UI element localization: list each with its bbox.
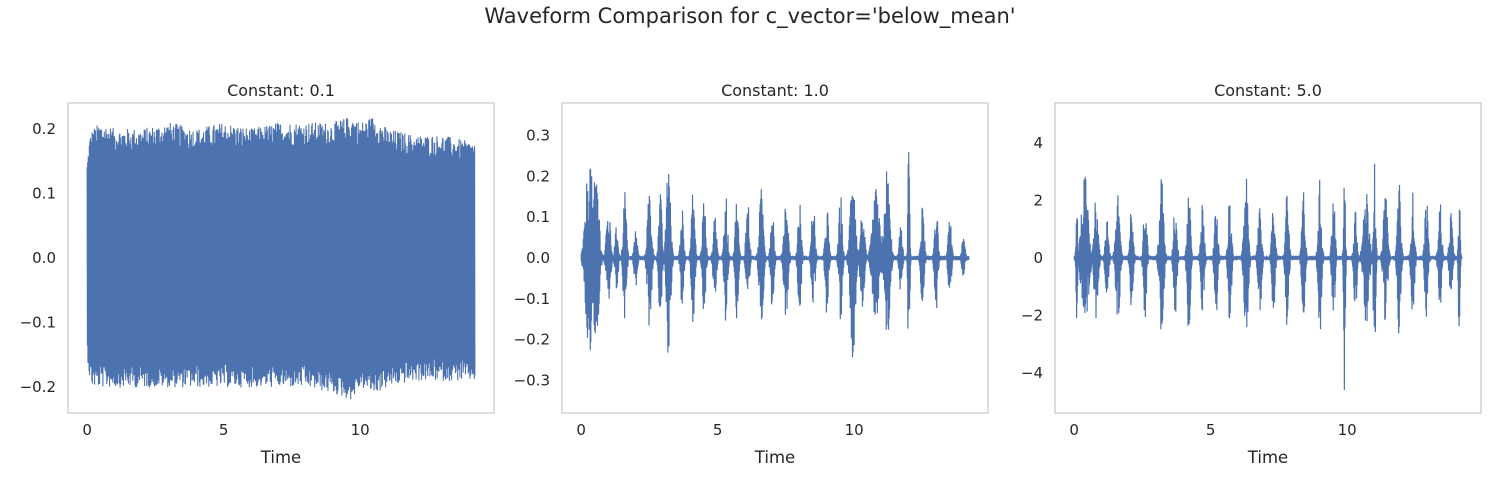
y-tick-label: 0.3 xyxy=(526,127,550,145)
x-tick-label: 0 xyxy=(82,421,92,439)
axes-frame xyxy=(67,102,495,414)
figure-suptitle: Waveform Comparison for c_vector='below_… xyxy=(484,4,1016,28)
subplot-3: Constant: 5.0 0 5 10 −4 −2 0 2 4 Time xyxy=(1021,81,1482,467)
x-axis-label: Time xyxy=(754,448,795,467)
x-tick-label: 10 xyxy=(1338,421,1357,439)
waveform-line xyxy=(1073,163,1463,391)
y-tick-label: 0.2 xyxy=(32,120,56,138)
axes-frame xyxy=(561,102,989,414)
y-tick-label: −0.1 xyxy=(20,314,56,332)
y-tick-label: −0.2 xyxy=(20,378,56,396)
subplot-title: Constant: 1.0 xyxy=(721,81,829,100)
y-tick-label: −0.1 xyxy=(514,290,550,308)
x-tick-label: 0 xyxy=(1069,421,1079,439)
x-tick-label: 5 xyxy=(1206,421,1216,439)
subplot-title: Constant: 5.0 xyxy=(1214,81,1322,100)
x-tick-label: 5 xyxy=(219,421,229,439)
x-tick-label: 10 xyxy=(351,421,370,439)
y-tick-label: −2 xyxy=(1021,306,1043,324)
y-tick-label: 0.0 xyxy=(32,249,56,267)
x-tick-label: 5 xyxy=(713,421,723,439)
x-tick-label: 10 xyxy=(845,421,864,439)
subplot-1: Constant: 0.1 0 5 10 −0.2 −0.1 0.0 0.1 0.2 Time xyxy=(20,81,495,467)
y-tick-label: 0.1 xyxy=(32,184,56,202)
subplot-title: Constant: 0.1 xyxy=(227,81,335,100)
waveform-line xyxy=(86,118,476,400)
y-tick-label: −0.2 xyxy=(514,331,550,349)
axes-frame xyxy=(1054,102,1482,414)
y-tick-label: −0.3 xyxy=(514,371,550,389)
y-tick-label: −4 xyxy=(1021,364,1043,382)
x-axis-label: Time xyxy=(260,448,301,467)
y-tick-label: 0.0 xyxy=(526,249,550,267)
y-tick-label: 0.1 xyxy=(526,208,550,226)
x-tick-label: 0 xyxy=(576,421,586,439)
subplot-2: Constant: 1.0 0 5 10 −0.3 −0.2 −0.1 0.0 0.1 0.2 0.… xyxy=(514,81,989,467)
x-axis-label: Time xyxy=(1247,448,1288,467)
y-tick-label: 0 xyxy=(1033,249,1043,267)
y-tick-label: 4 xyxy=(1033,134,1043,152)
y-tick-label: 2 xyxy=(1033,192,1043,210)
y-tick-label: 0.2 xyxy=(526,167,550,185)
waveform-line xyxy=(580,151,970,358)
